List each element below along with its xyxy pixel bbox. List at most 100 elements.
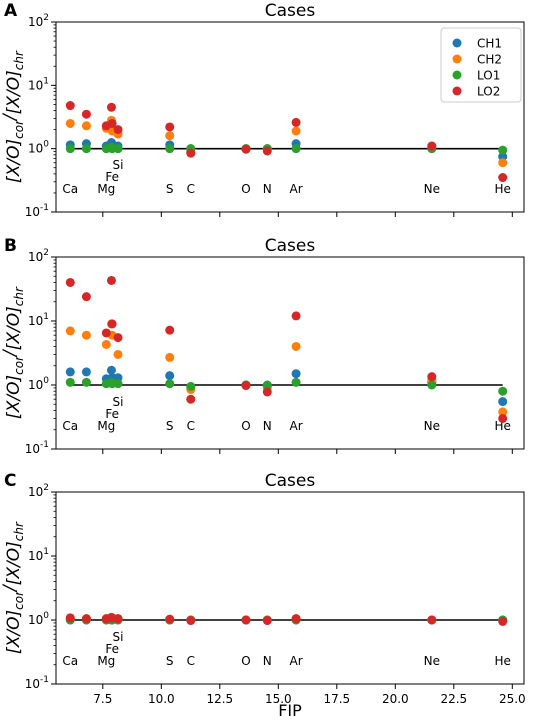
legend-marker-ch2 (452, 54, 462, 64)
data-point-ch2 (498, 407, 508, 417)
data-point-lo2 (498, 616, 508, 626)
data-point-lo2 (106, 102, 116, 112)
legend: CH1 CH2 LO1 LO2 (440, 27, 522, 103)
element-label-ne: Ne (424, 654, 440, 668)
y-tick-label: 100 (28, 376, 49, 392)
element-label-n: N (263, 654, 272, 668)
element-label-ar: Ar (290, 654, 303, 668)
data-point-ch2 (291, 126, 301, 136)
legend-label-lo1: LO1 (477, 69, 500, 83)
data-point-ch1 (498, 397, 508, 407)
y-tick-label: 10-1 (25, 675, 49, 691)
data-point-ch2 (65, 118, 75, 128)
y-tick-label: 100 (28, 140, 49, 156)
element-label-n: N (263, 182, 272, 196)
x-tick-label: 17.5 (323, 692, 350, 706)
element-label-o: O (241, 419, 250, 433)
panel-c: C Cases 10-1 100 101 102 7.5 10.0 12.5 15.0 17.5 20… (0, 471, 526, 706)
data-point-lo1 (186, 381, 196, 391)
data-point-lo1 (291, 144, 301, 154)
data-point-lo2 (107, 118, 117, 128)
y-axis-label: [X/O]cor/[X/O]chr (0, 286, 26, 419)
y-axis-label: [X/O]cor/[X/O]chr (0, 521, 26, 654)
y-tick-label: 102 (28, 13, 49, 29)
panel-title: Cases (265, 236, 316, 256)
plot-frame (55, 491, 525, 685)
y-tick-label: 10-1 (25, 440, 49, 456)
panel-title: Cases (265, 471, 316, 491)
data-point-ch1 (106, 365, 116, 375)
data-point-lo1 (262, 380, 272, 390)
data-point-ch2 (101, 339, 111, 349)
x-tick-label: 22.5 (440, 692, 467, 706)
panel-letter: C (4, 471, 16, 491)
data-point-lo2 (165, 325, 175, 335)
data-point-ch2 (81, 330, 91, 340)
data-point-lo2 (498, 413, 508, 423)
data-point-lo2 (427, 141, 437, 151)
data-point-lo2 (427, 615, 437, 625)
data-point-lo2 (113, 614, 123, 624)
data-point-lo2 (186, 394, 196, 404)
data-point-lo2 (241, 381, 251, 391)
y-tick-label: 101 (28, 312, 49, 328)
data-point-ch2 (165, 131, 175, 141)
element-label-ca: Ca (62, 419, 78, 433)
data-point-lo2 (165, 122, 175, 132)
data-point-lo2 (291, 117, 301, 127)
element-label-he: He (495, 654, 511, 668)
element-label-fe: Fe (105, 642, 119, 656)
data-point-lo2 (262, 387, 272, 397)
data-point-lo2 (107, 319, 117, 329)
panel-title: Cases (265, 1, 316, 21)
x-tick-label: 12.5 (206, 692, 233, 706)
element-label-si: Si (113, 630, 124, 644)
data-point-lo2 (186, 616, 196, 626)
element-label-mg: Mg (97, 182, 115, 196)
data-point-lo2 (427, 372, 437, 382)
plot-frame (55, 256, 525, 450)
data-point-ch2 (498, 158, 508, 168)
data-point-lo2 (65, 613, 75, 623)
legend-label-ch1: CH1 (477, 37, 502, 51)
element-label-s: S (166, 654, 174, 668)
data-point-lo2 (291, 614, 301, 624)
element-label-n: N (263, 419, 272, 433)
data-point-lo1 (498, 386, 508, 396)
legend-label-lo2: LO2 (477, 85, 500, 99)
y-tick-label: 10-1 (25, 203, 49, 219)
data-point-lo1 (65, 377, 75, 387)
y-tick-label: 102 (28, 248, 49, 264)
data-point-lo2 (165, 614, 175, 624)
data-point-ch1 (65, 367, 75, 377)
plot-frame (55, 21, 525, 213)
element-label-si: Si (113, 395, 124, 409)
x-axis-label: FIP (278, 701, 302, 720)
data-point-lo1 (427, 380, 437, 390)
data-point-lo2 (498, 173, 508, 183)
y-tick-label: 100 (28, 611, 49, 627)
element-label-o: O (241, 654, 250, 668)
data-point-ch1 (81, 367, 91, 377)
data-point-ch1 (165, 371, 175, 381)
data-point-lo2 (291, 311, 301, 321)
data-point-lo2 (81, 109, 91, 119)
element-label-fe: Fe (105, 170, 119, 184)
data-point-lo1 (498, 145, 508, 155)
element-label-ne: Ne (424, 182, 440, 196)
data-point-lo2 (65, 277, 75, 287)
x-tick-label: 10.0 (148, 692, 175, 706)
data-point-lo2 (65, 101, 75, 111)
data-point-lo2 (113, 125, 123, 135)
x-tick-label: 7.5 (93, 692, 112, 706)
element-label-ca: Ca (62, 182, 78, 196)
element-label-c: C (187, 182, 195, 196)
y-tick-label: 101 (28, 76, 49, 92)
data-point-lo2 (262, 146, 272, 156)
data-point-lo1 (165, 144, 175, 154)
y-tick-label: 101 (28, 547, 49, 563)
legend-marker-lo1 (452, 70, 462, 80)
data-point-lo1 (81, 377, 91, 387)
data-point-lo2 (241, 615, 251, 625)
legend-box (440, 27, 522, 103)
